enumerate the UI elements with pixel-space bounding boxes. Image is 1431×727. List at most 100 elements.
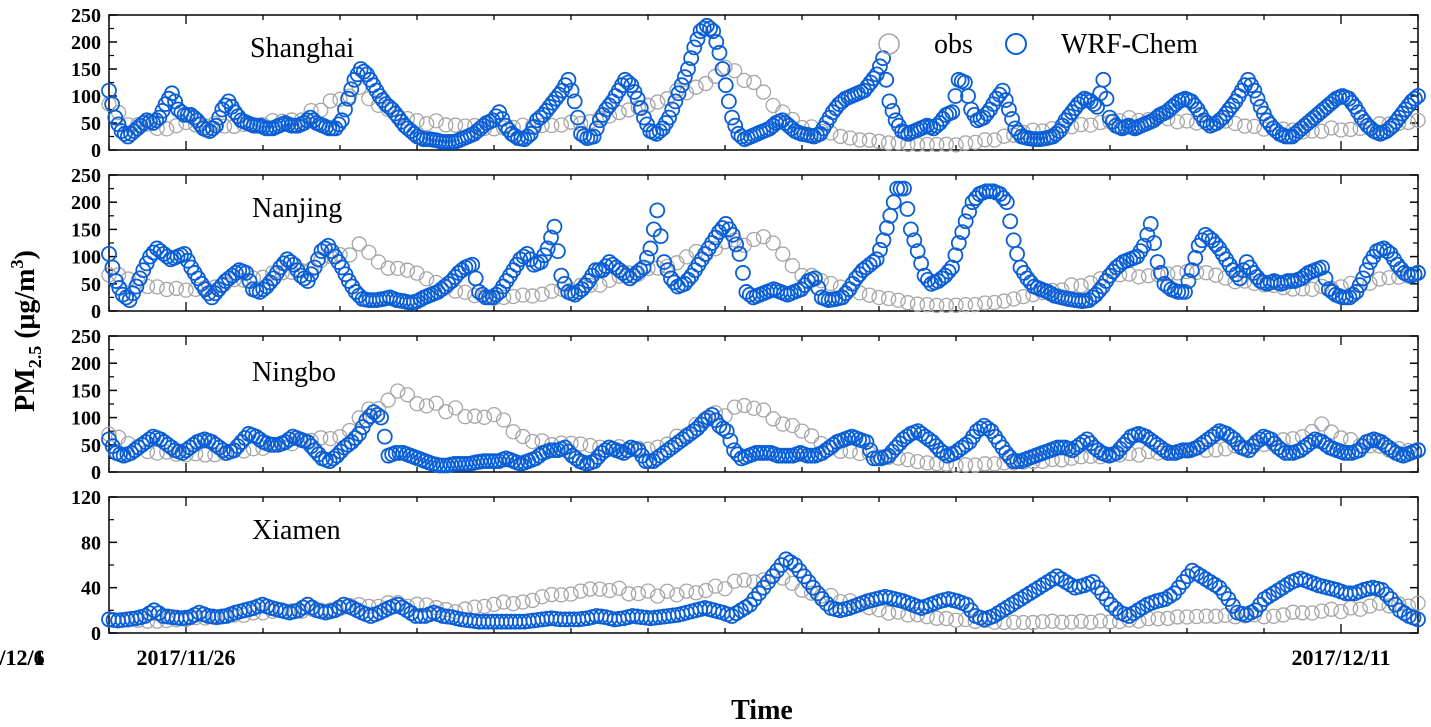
- obs-point: [505, 288, 521, 305]
- obs-point: [1275, 607, 1291, 623]
- wrfchem-point: [632, 262, 649, 279]
- obs-point: [1246, 118, 1263, 135]
- obs-point: [1198, 442, 1214, 458]
- wrfchem-point: [1373, 582, 1390, 598]
- obs-point: [1208, 608, 1224, 624]
- obs-point: [1083, 117, 1099, 133]
- wrfchem-point: [546, 218, 563, 235]
- obs-point: [784, 258, 801, 274]
- wrfchem-point: [543, 229, 559, 246]
- obs-point: [495, 594, 512, 610]
- obs-point: [399, 387, 416, 403]
- y-tick-label: 0: [91, 301, 101, 323]
- obs-point: [611, 580, 627, 596]
- obs-point: [390, 260, 406, 276]
- wrfchem-point: [576, 128, 593, 144]
- wrfchem-point: [722, 432, 739, 449]
- obs-point: [746, 400, 762, 416]
- obs-point: [1217, 113, 1234, 129]
- wrfchem-point: [483, 453, 500, 470]
- obs-point: [1342, 600, 1359, 616]
- obs-point: [1381, 598, 1397, 614]
- wrfchem-point: [569, 109, 586, 126]
- obs-point: [1198, 265, 1214, 281]
- obs-point: [698, 75, 714, 92]
- obs-point: [1227, 438, 1243, 454]
- y-tick-label: 50: [81, 274, 101, 296]
- wrfchem-point: [735, 265, 751, 281]
- wrfchem-point: [347, 430, 364, 446]
- wrfchem-point: [708, 34, 725, 50]
- obs-point: [159, 281, 175, 298]
- obs-point: [322, 430, 339, 447]
- obs-point: [1160, 610, 1176, 627]
- obs-point: [1371, 271, 1388, 287]
- obs-point: [1131, 269, 1147, 285]
- wrfchem-point: [728, 236, 744, 253]
- obs-point: [621, 102, 637, 118]
- obs-point: [457, 408, 473, 425]
- obs-point: [1333, 603, 1349, 620]
- obs-point: [572, 583, 589, 599]
- wrfchem-point: [799, 447, 816, 464]
- wrfchem-point: [906, 232, 923, 249]
- wrfchem-series: [101, 551, 1426, 630]
- obs-point: [649, 94, 666, 110]
- obs-point: [765, 411, 781, 427]
- wrfchem-point: [1004, 111, 1020, 127]
- obs-point: [1314, 416, 1330, 432]
- obs-point: [765, 97, 781, 114]
- obs-point: [957, 457, 974, 473]
- obs-point: [1034, 614, 1051, 630]
- wrfchem-point: [629, 90, 646, 107]
- obs-point: [601, 582, 618, 599]
- wrfchem-point: [1336, 445, 1353, 461]
- wrfchem-point: [720, 93, 737, 110]
- y-axis-title-sup: 3: [7, 259, 27, 268]
- obs-point: [996, 293, 1012, 309]
- legend-wrfchem-marker: [1005, 33, 1027, 55]
- obs-point: [544, 283, 560, 299]
- obs-point: [515, 594, 531, 610]
- wrfchem-point: [683, 50, 700, 67]
- obs-point: [361, 244, 377, 261]
- x-axis-title: Time: [731, 695, 793, 726]
- obs-point: [1169, 114, 1186, 130]
- obs-point: [1314, 603, 1330, 619]
- wrfchem-point: [1406, 90, 1423, 107]
- wrfchem-point: [715, 420, 731, 437]
- wrfchem-point: [724, 109, 740, 126]
- obs-point: [938, 136, 955, 152]
- wrfchem-point: [652, 228, 669, 245]
- obs-point: [852, 132, 868, 148]
- wrfchem-point: [369, 406, 386, 423]
- wrfchem-point: [935, 445, 952, 461]
- obs-point: [1237, 118, 1253, 134]
- obs-point: [1179, 609, 1195, 625]
- wrfchem-point: [340, 90, 357, 107]
- wrfchem-point: [1049, 439, 1066, 456]
- wrfchem-point: [563, 82, 580, 99]
- wrfchem-point: [1009, 245, 1025, 262]
- obs-point: [476, 598, 493, 615]
- obs-point: [380, 392, 396, 408]
- wrfchem-point: [724, 226, 741, 243]
- obs-point: [515, 428, 531, 445]
- y-tick-label: 200: [71, 192, 101, 214]
- wrfchem-point: [878, 71, 895, 88]
- wrfchem-point: [814, 591, 831, 607]
- obs-point: [861, 132, 878, 148]
- wrfchem-point: [885, 194, 902, 211]
- obs-point: [726, 573, 743, 589]
- obs-point: [996, 128, 1012, 144]
- obs-point: [216, 118, 233, 134]
- obs-point: [765, 235, 781, 251]
- obs-point: [418, 271, 435, 287]
- y-tick-label: 200: [71, 32, 101, 54]
- wrfchem-series: [101, 404, 1426, 474]
- obs-point: [977, 132, 993, 148]
- x-tick-label: 2017/11/26: [136, 645, 235, 670]
- obs-point: [717, 581, 733, 597]
- obs-point: [659, 436, 675, 452]
- wrfchem-point: [266, 436, 283, 453]
